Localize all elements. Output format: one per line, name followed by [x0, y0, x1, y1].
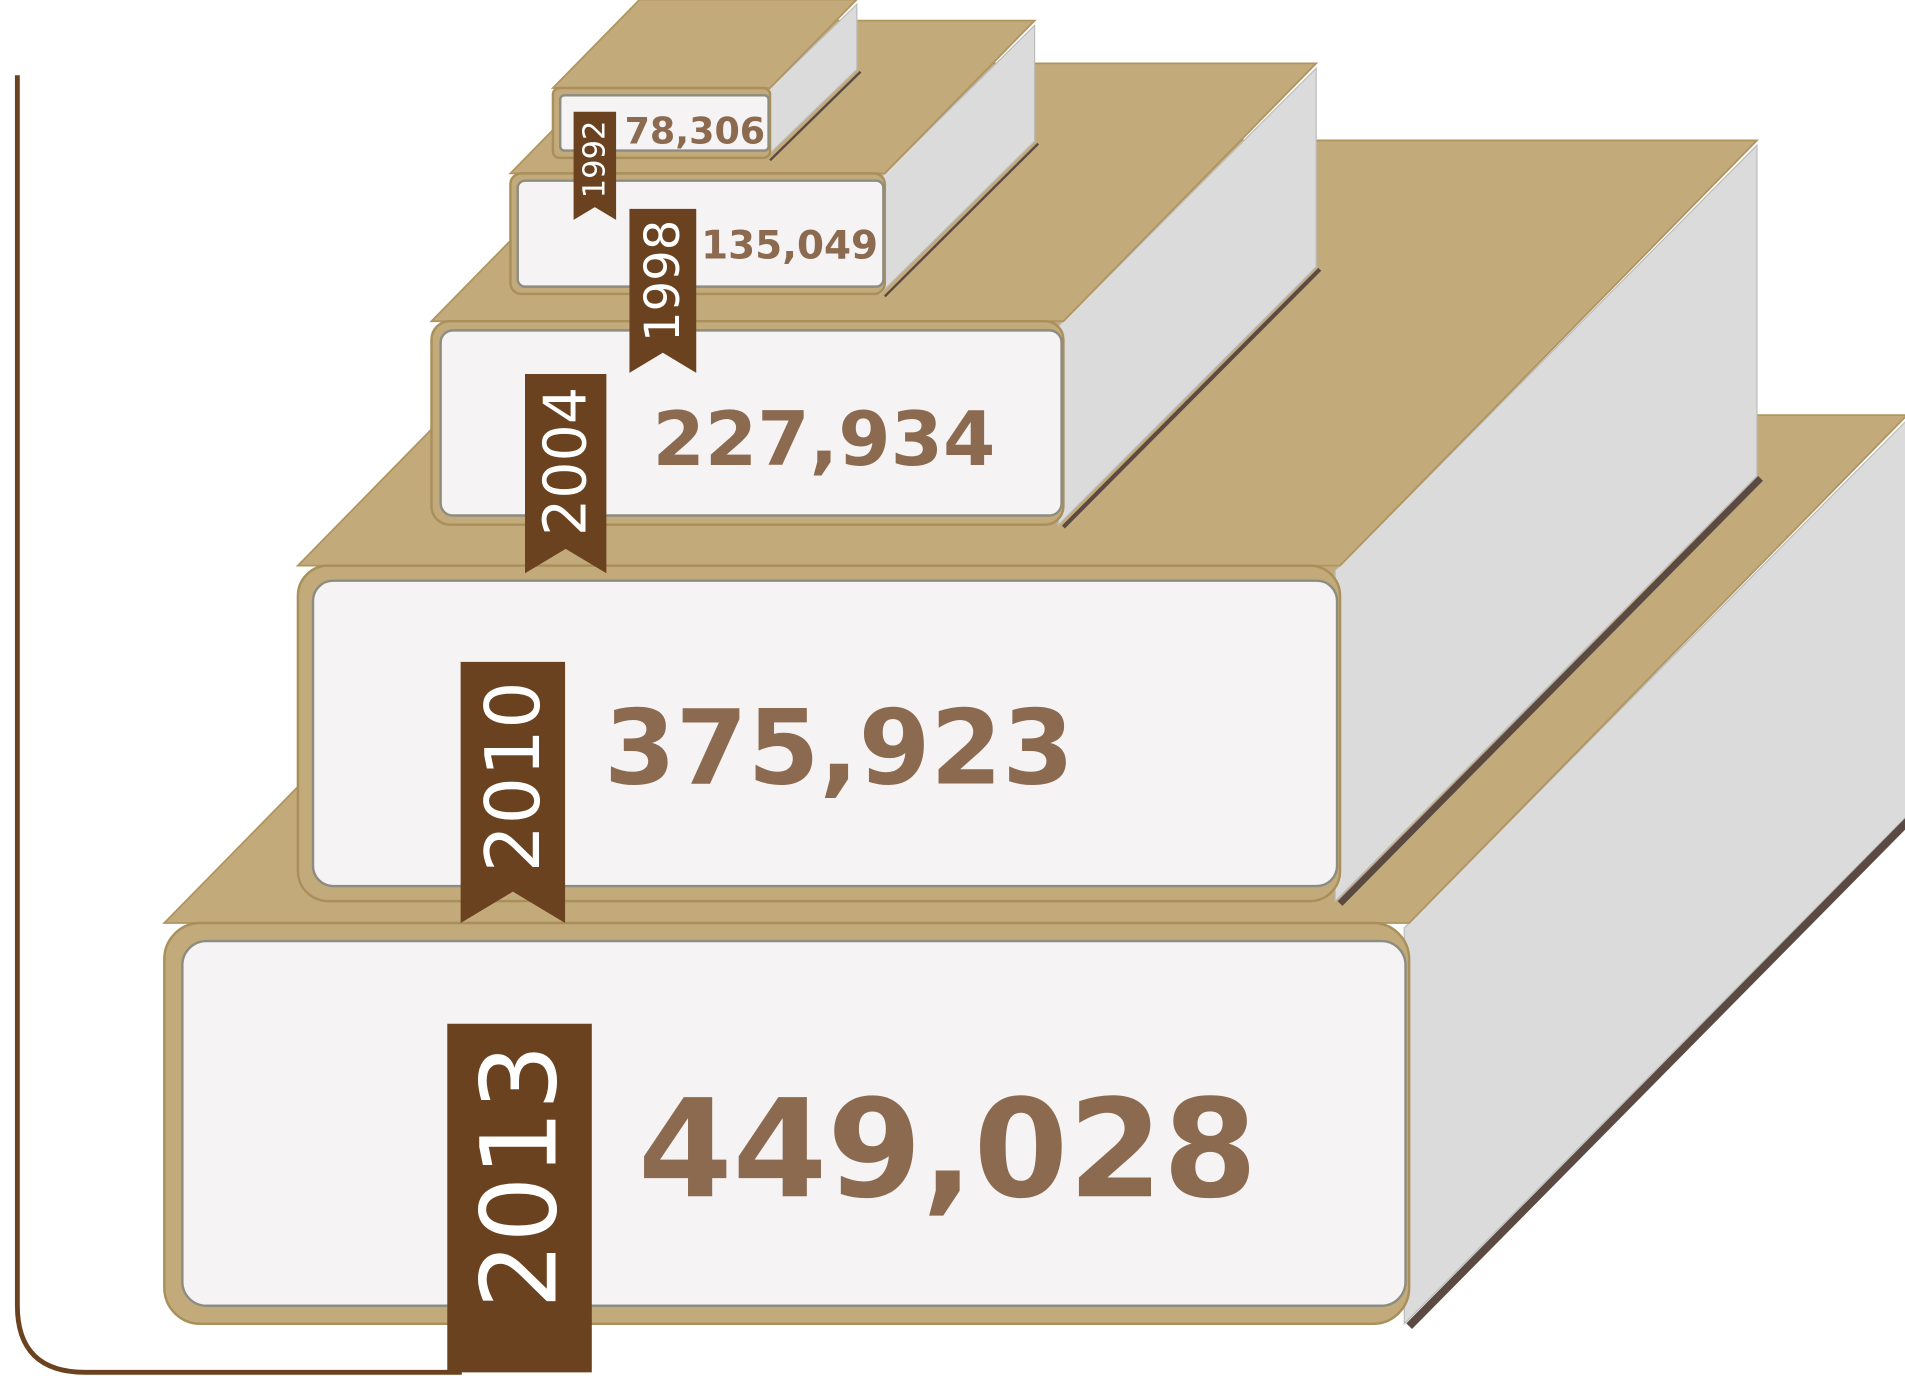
year-label: 1998: [635, 220, 691, 342]
value-label: 375,923: [604, 688, 1074, 808]
value-label: 449,028: [638, 1071, 1258, 1229]
ribbon: [573, 111, 617, 220]
book-back-edge: [769, 70, 862, 162]
ribbon: [629, 208, 697, 373]
book-stack: 2013 449,028 2010 375,923 2004 227,934 1998 135…: [162, 0, 1905, 1373]
value-label: 227,934: [653, 395, 996, 483]
year-label: 2010: [469, 681, 557, 872]
book-back-edge: [883, 142, 1040, 298]
value-label: 135,049: [701, 224, 878, 269]
book-back-edge: [1406, 818, 1905, 1330]
ribbon: [460, 661, 566, 924]
book-pages: [311, 579, 1339, 888]
year-label: 1992: [577, 120, 612, 198]
ribbon: [525, 374, 607, 574]
timeline-line: [14, 75, 462, 1375]
book: 1992 78,306: [550, 0, 862, 220]
ribbon: [447, 1023, 592, 1373]
book-back-edge: [1061, 267, 1322, 529]
year-label: 2013: [459, 1044, 581, 1309]
book-back-edge: [1337, 476, 1763, 906]
year-label: 2004: [532, 387, 600, 536]
value-label: 78,306: [625, 109, 766, 152]
